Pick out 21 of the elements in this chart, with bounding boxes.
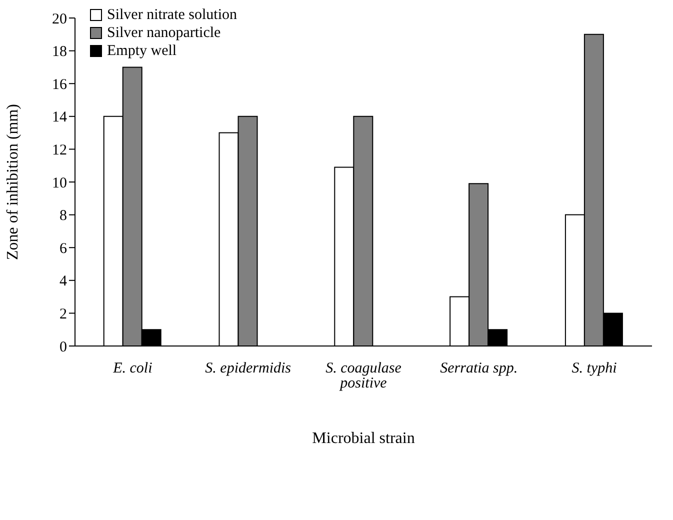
x-tick-label: S. coagulase positive — [326, 360, 402, 392]
y-tick-label: 12 — [52, 142, 67, 159]
x-tick-label: S. epidermidis — [205, 360, 292, 377]
x-axis-title: Microbial strain — [312, 430, 415, 447]
y-tick-label: 0 — [60, 339, 67, 356]
x-tick-label: Serratia spp. — [440, 360, 518, 377]
x-tick-label: S. typhi — [572, 360, 617, 377]
y-tick-label: 2 — [60, 306, 67, 323]
x-tick-label: E. coli — [112, 360, 152, 377]
legend-label: Silver nitrate solution — [107, 6, 237, 24]
y-axis-title: Zone of inhibition (mm) — [4, 104, 22, 260]
y-tick-label: 16 — [52, 76, 68, 93]
y-tick-label: 10 — [52, 175, 67, 192]
y-tick-label: 4 — [60, 274, 68, 290]
legend-label: Silver nanoparticle — [107, 24, 221, 42]
y-tick-label: 20 — [52, 11, 67, 28]
y-tick-label: 14 — [52, 110, 68, 126]
y-tick-label: 6 — [60, 240, 68, 257]
y-tick-label: 18 — [52, 44, 67, 60]
y-tick-label: 8 — [60, 208, 67, 224]
legend-label: Empty well — [107, 42, 177, 60]
